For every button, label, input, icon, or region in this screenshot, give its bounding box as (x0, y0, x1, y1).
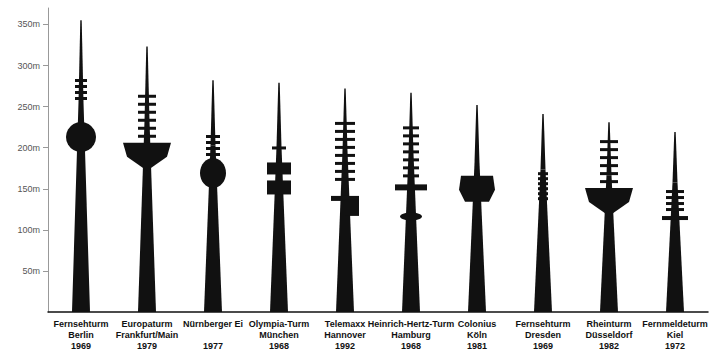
svg-text:100m: 100m (17, 225, 40, 235)
svg-text:1992: 1992 (335, 341, 355, 351)
svg-text:Telemaxx: Telemaxx (325, 319, 365, 329)
svg-text:50m: 50m (22, 266, 40, 276)
svg-text:1969: 1969 (71, 341, 91, 351)
svg-text:Hannover: Hannover (324, 330, 366, 340)
svg-text:Olympia-Turm: Olympia-Turm (249, 319, 309, 329)
svg-text:Berlin: Berlin (68, 330, 94, 340)
svg-text:Europaturm: Europaturm (121, 319, 172, 329)
svg-text:Dresden: Dresden (525, 330, 561, 340)
svg-text:1968: 1968 (401, 341, 421, 351)
svg-text:Kiel: Kiel (667, 330, 684, 340)
svg-text:250m: 250m (17, 102, 40, 112)
svg-text:Fernsehturm: Fernsehturm (53, 319, 108, 329)
svg-text:München: München (259, 330, 299, 340)
svg-text:1977: 1977 (203, 341, 223, 351)
svg-text:350m: 350m (17, 19, 40, 29)
svg-text:Düsseldorf: Düsseldorf (585, 330, 633, 340)
svg-text:Rheinturm: Rheinturm (587, 319, 632, 329)
svg-text:1979: 1979 (137, 341, 157, 351)
svg-text:Nürnberger Ei: Nürnberger Ei (183, 319, 243, 329)
svg-text:Köln: Köln (467, 330, 487, 340)
svg-text:1982: 1982 (599, 341, 619, 351)
svg-text:200m: 200m (17, 143, 40, 153)
svg-text:150m: 150m (17, 184, 40, 194)
svg-text:300m: 300m (17, 61, 40, 71)
svg-text:Heinrich-Hertz-Turm: Heinrich-Hertz-Turm (368, 319, 454, 329)
svg-text:Hamburg: Hamburg (391, 330, 431, 340)
svg-text:Colonius: Colonius (458, 319, 497, 329)
svg-text:Frankfurt/Main: Frankfurt/Main (116, 330, 179, 340)
svg-text:1972: 1972 (665, 341, 685, 351)
svg-text:Fernmeldeturm: Fernmeldeturm (642, 319, 708, 329)
svg-text:Fernsehturm: Fernsehturm (515, 319, 570, 329)
svg-text:1981: 1981 (467, 341, 487, 351)
svg-text:1969: 1969 (533, 341, 553, 351)
svg-text:1968: 1968 (269, 341, 289, 351)
